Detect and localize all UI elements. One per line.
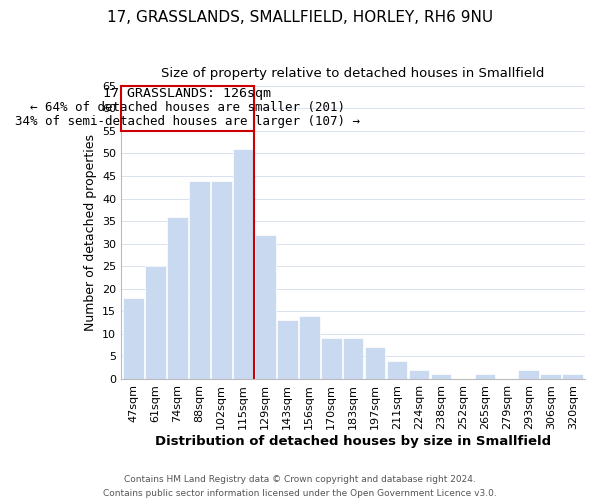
Bar — [254, 234, 275, 379]
X-axis label: Distribution of detached houses by size in Smallfield: Distribution of detached houses by size … — [155, 434, 551, 448]
Bar — [320, 338, 341, 379]
Bar — [233, 149, 254, 379]
Text: 34% of semi-detached houses are larger (107) →: 34% of semi-detached houses are larger (… — [15, 114, 360, 128]
Text: 17, GRASSLANDS, SMALLFIELD, HORLEY, RH6 9NU: 17, GRASSLANDS, SMALLFIELD, HORLEY, RH6 … — [107, 10, 493, 25]
Bar — [409, 370, 430, 379]
Bar — [343, 338, 364, 379]
Bar — [562, 374, 583, 379]
Text: ← 64% of detached houses are smaller (201): ← 64% of detached houses are smaller (20… — [30, 101, 345, 114]
Title: Size of property relative to detached houses in Smallfield: Size of property relative to detached ho… — [161, 68, 545, 80]
Bar — [386, 361, 407, 379]
Bar — [145, 266, 166, 379]
Text: Contains HM Land Registry data © Crown copyright and database right 2024.
Contai: Contains HM Land Registry data © Crown c… — [103, 476, 497, 498]
Text: 17 GRASSLANDS: 126sqm: 17 GRASSLANDS: 126sqm — [103, 88, 271, 101]
Y-axis label: Number of detached properties: Number of detached properties — [83, 134, 97, 331]
Bar — [299, 316, 320, 379]
Bar — [123, 298, 143, 379]
Bar — [277, 320, 298, 379]
Bar — [167, 216, 188, 379]
Bar — [518, 370, 539, 379]
Bar — [211, 180, 232, 379]
Bar — [365, 348, 385, 379]
Bar — [475, 374, 496, 379]
FancyBboxPatch shape — [121, 86, 254, 131]
Bar — [431, 374, 451, 379]
Bar — [189, 180, 209, 379]
Bar — [541, 374, 562, 379]
